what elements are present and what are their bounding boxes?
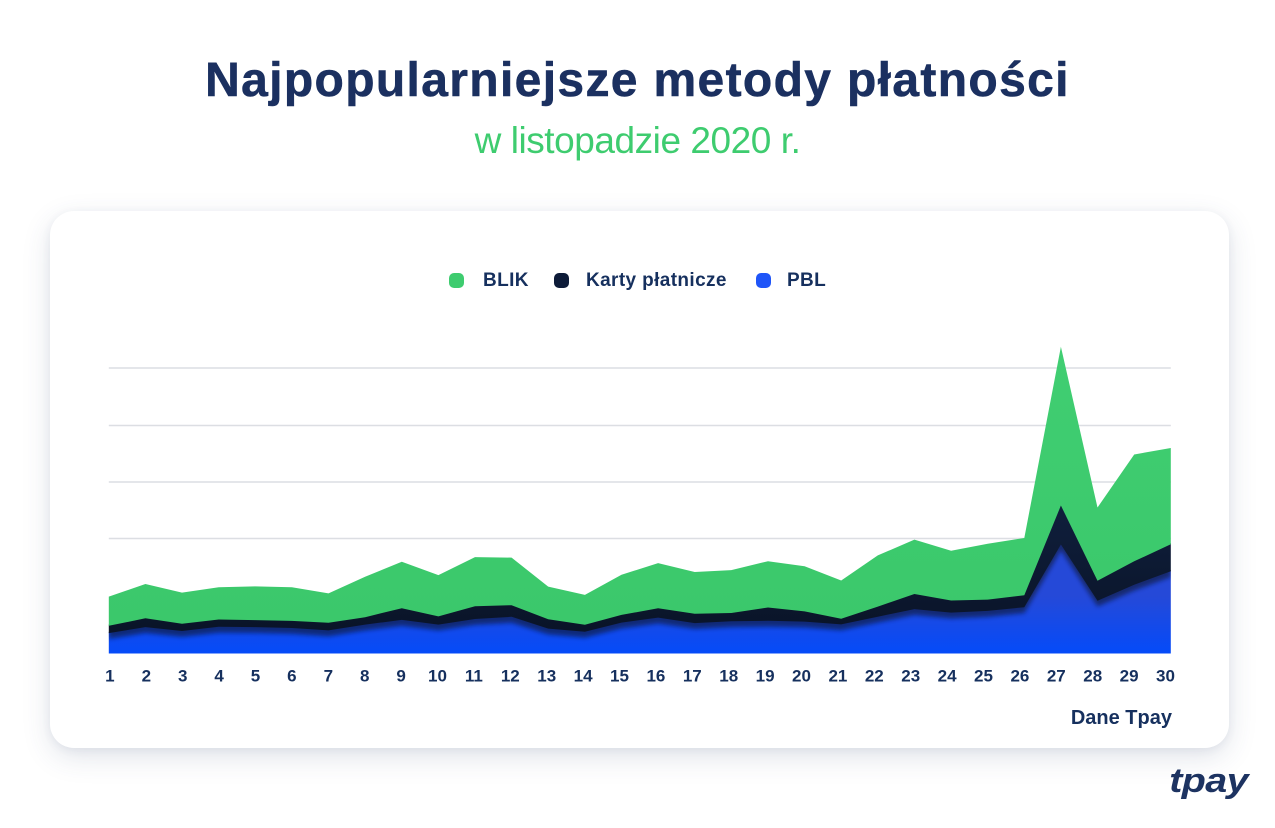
svg-text:9: 9 xyxy=(396,667,405,686)
svg-text:16: 16 xyxy=(646,667,665,686)
svg-text:13: 13 xyxy=(537,667,556,686)
svg-text:4: 4 xyxy=(214,667,224,686)
svg-text:17: 17 xyxy=(683,667,702,686)
svg-text:3: 3 xyxy=(178,667,187,686)
svg-text:22: 22 xyxy=(865,667,884,686)
svg-text:25: 25 xyxy=(974,667,993,686)
svg-text:12: 12 xyxy=(501,667,520,686)
svg-text:26: 26 xyxy=(1010,667,1029,686)
svg-text:1: 1 xyxy=(105,667,114,686)
svg-text:6: 6 xyxy=(287,667,296,686)
svg-text:14: 14 xyxy=(574,667,593,686)
svg-text:11: 11 xyxy=(465,667,483,686)
svg-text:20: 20 xyxy=(792,667,811,686)
svg-text:29: 29 xyxy=(1120,667,1139,686)
svg-text:7: 7 xyxy=(324,667,333,686)
svg-text:23: 23 xyxy=(901,667,920,686)
svg-text:10: 10 xyxy=(428,667,447,686)
svg-text:27: 27 xyxy=(1047,667,1066,686)
svg-text:28: 28 xyxy=(1083,667,1102,686)
svg-text:30: 30 xyxy=(1156,667,1175,686)
svg-text:24: 24 xyxy=(938,667,957,686)
svg-text:21: 21 xyxy=(828,667,847,686)
svg-text:18: 18 xyxy=(719,667,738,686)
svg-text:8: 8 xyxy=(360,667,369,686)
svg-text:2: 2 xyxy=(142,667,151,686)
svg-text:5: 5 xyxy=(251,667,260,686)
svg-text:19: 19 xyxy=(756,667,775,686)
svg-text:15: 15 xyxy=(610,667,629,686)
